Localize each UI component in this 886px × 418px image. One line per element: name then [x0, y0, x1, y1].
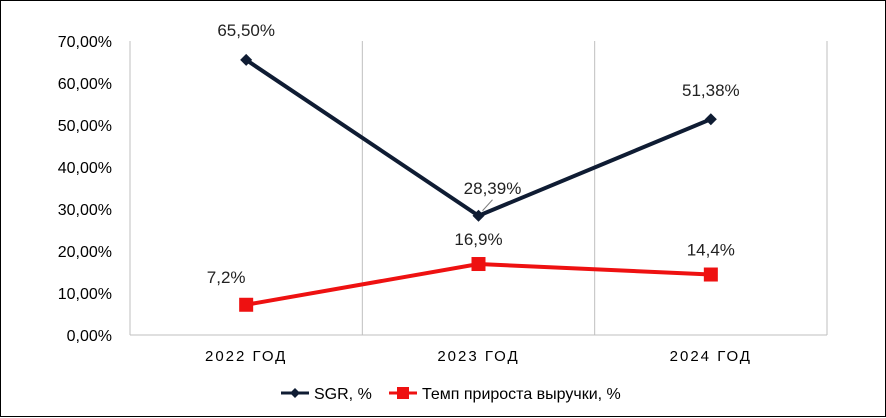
data-point-square	[239, 297, 254, 312]
data-point-diamond	[472, 209, 485, 222]
legend-marker-diamond	[290, 388, 300, 398]
x-tick-label: 2022 ГОД	[205, 348, 287, 365]
data-label-leader	[482, 199, 493, 212]
y-tick-label: 30,00%	[58, 202, 112, 219]
data-label: 51,38%	[682, 81, 740, 100]
y-tick-label: 70,00%	[58, 34, 112, 51]
data-point-diamond	[704, 113, 717, 126]
data-point-square	[471, 257, 486, 272]
legend-label: Темп прироста выручки, %	[422, 386, 621, 403]
y-tick-label: 0,00%	[67, 328, 112, 345]
x-tick-label: 2023 ГОД	[437, 348, 519, 365]
data-label: 7,2%	[207, 268, 246, 287]
data-point-diamond	[240, 53, 253, 66]
data-point-square	[703, 267, 718, 282]
data-label: 65,50%	[217, 21, 275, 40]
y-tick-label: 60,00%	[58, 76, 112, 93]
y-tick-label: 50,00%	[58, 118, 112, 135]
legend-label: SGR, %	[314, 386, 372, 403]
legend-marker-square	[397, 387, 409, 399]
y-tick-label: 20,00%	[58, 244, 112, 261]
x-tick-label: 2024 ГОД	[670, 348, 752, 365]
y-tick-label: 10,00%	[58, 286, 112, 303]
y-tick-label: 40,00%	[58, 160, 112, 177]
data-label: 28,39%	[464, 179, 522, 198]
data-label: 16,9%	[454, 230, 502, 249]
data-label: 14,4%	[687, 241, 735, 260]
